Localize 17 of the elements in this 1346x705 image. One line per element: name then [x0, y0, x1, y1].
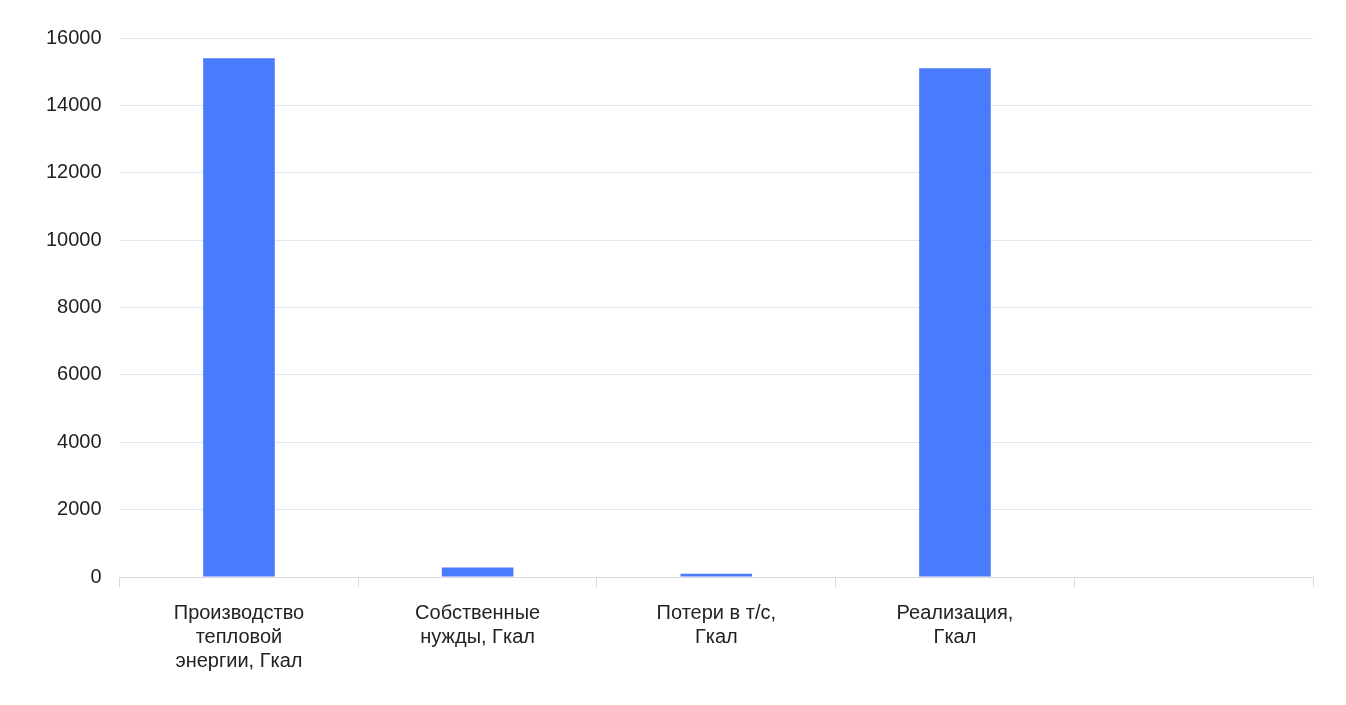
y-tick-label: 10000 — [45, 227, 102, 250]
x-tick-label: Потери в т/с, Гкал — [656, 600, 777, 647]
bar — [680, 573, 753, 577]
bar — [203, 58, 275, 577]
bar — [441, 567, 514, 577]
y-tick-label: 4000 — [57, 429, 102, 452]
y-tick-label: 0 — [90, 564, 102, 587]
x-tick-label: Производство тепловой энергии, Гкал — [173, 600, 305, 671]
x-tick-label: Реализация, Гкал — [896, 600, 1014, 647]
y-tick-label: 14000 — [45, 92, 102, 115]
y-tick-label: 16000 — [45, 25, 102, 48]
y-tick-label: 2000 — [57, 497, 102, 520]
x-tick-label: Собственные нужды, Гкал — [415, 600, 541, 647]
y-tick-label: 8000 — [57, 295, 102, 318]
bar — [919, 68, 991, 577]
y-tick-label: 6000 — [57, 362, 102, 385]
y-tick-label: 12000 — [45, 160, 102, 183]
